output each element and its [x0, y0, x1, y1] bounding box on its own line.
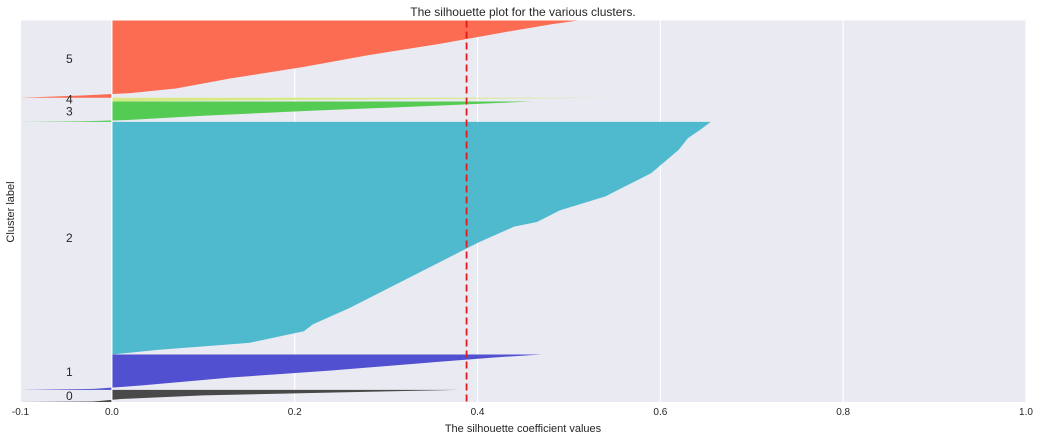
cluster-2-area: [111, 121, 711, 355]
x-tick-label: 0.8: [836, 407, 850, 418]
cluster-0-area: [20, 389, 460, 402]
cluster-label-3: 3: [66, 105, 73, 119]
y-axis-label: Cluster label: [5, 181, 17, 242]
x-axis-label: The silhouette coefficient values: [445, 423, 602, 435]
cluster-label-5: 5: [66, 52, 73, 66]
chart-title: The silhouette plot for the various clus…: [410, 5, 635, 19]
cluster-label-2: 2: [66, 231, 73, 245]
x-tick-label: 1.0: [1019, 407, 1033, 418]
cluster-4-area: [111, 97, 611, 102]
x-tick-label: 0.2: [288, 407, 302, 418]
cluster-areas: [20, 20, 711, 402]
cluster-label-4: 4: [66, 93, 73, 107]
x-tick-label: 0.4: [471, 407, 485, 418]
cluster-3-area: [20, 101, 533, 122]
cluster-5-area: [20, 20, 579, 98]
x-tick-labels: -0.1 0.0 0.2 0.4 0.6 0.8 1.0: [12, 407, 1034, 418]
x-tick-label: 0.6: [653, 407, 667, 418]
x-tick-label: 0.0: [105, 407, 119, 418]
cluster-labels: 0 1 2 34 5: [66, 52, 73, 403]
cluster-label-1: 1: [66, 365, 73, 379]
x-tick-label: -0.1: [12, 407, 30, 418]
cluster-1-area: [20, 354, 542, 390]
cluster-label-0: 0: [66, 389, 73, 403]
reference-lines: [111, 20, 468, 402]
